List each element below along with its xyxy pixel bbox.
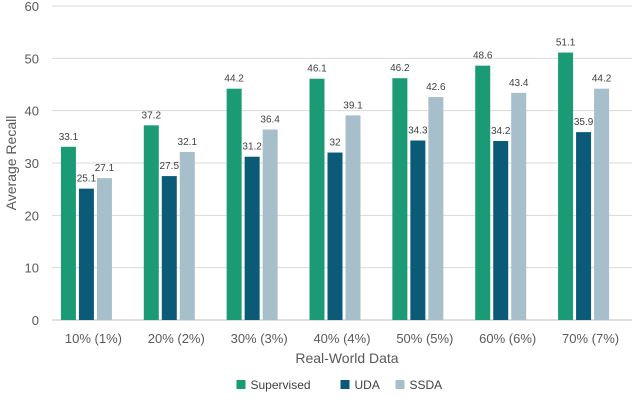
- data-label: 27.5: [160, 161, 180, 172]
- data-label: 51.1: [556, 38, 576, 49]
- x-tick-label: 40% (4%): [313, 331, 370, 346]
- x-tick-label: 50% (5%): [396, 331, 453, 346]
- data-label: 39.1: [343, 100, 363, 111]
- bar-supervised-2: [226, 88, 242, 320]
- bar-ssda-1: [179, 152, 195, 320]
- data-label: 34.2: [491, 126, 511, 137]
- x-tick-label: 10% (1%): [65, 331, 122, 346]
- data-label: 42.6: [426, 82, 446, 93]
- bar-uda-6: [576, 132, 592, 320]
- y-tick-label: 50: [25, 51, 39, 66]
- bar-supervised-5: [475, 65, 491, 320]
- bar-supervised-4: [392, 78, 408, 320]
- bar-uda-4: [410, 140, 426, 320]
- bar-supervised-6: [558, 52, 574, 321]
- data-label: 31.2: [242, 142, 262, 153]
- bar-uda-5: [493, 141, 509, 320]
- y-axis-title: Average Recall: [3, 116, 19, 211]
- data-label: 34.3: [408, 125, 428, 136]
- data-labels: 33.1 25.127.1 37.2 27.5 32.1 44.2 31.2 36.4 46.1…: [59, 38, 612, 185]
- y-tick-label: 20: [25, 208, 39, 223]
- bar-ssda-2: [262, 129, 278, 320]
- bar-ssda-4: [428, 97, 444, 320]
- y-axis-ticks: 0 10 20 30 40 50 60: [25, 0, 39, 328]
- bar-ssda-6: [594, 88, 610, 320]
- y-tick-label: 10: [25, 261, 39, 276]
- bar-ssda-3: [345, 115, 361, 320]
- bar-ssda-5: [511, 92, 527, 320]
- legend-swatch-ssda: [395, 380, 405, 389]
- bar-supervised-1: [143, 125, 159, 320]
- legend-swatch-supervised: [236, 380, 246, 389]
- bar-supervised-3: [309, 78, 325, 320]
- data-label: 25.1: [77, 174, 97, 185]
- legend-label-ssda: SSDA: [410, 378, 443, 392]
- y-tick-label: 30: [25, 156, 39, 171]
- data-label: 44.2: [224, 74, 244, 85]
- y-tick-label: 0: [32, 313, 39, 328]
- legend-label-uda: UDA: [355, 378, 380, 392]
- data-label: 32.1: [178, 137, 198, 148]
- x-tick-label: 30% (3%): [231, 331, 288, 346]
- bar-uda-1: [161, 176, 177, 320]
- data-label: 32: [329, 138, 341, 149]
- data-label: 27.1: [95, 163, 115, 174]
- data-label: 43.4: [509, 78, 529, 89]
- data-label: 46.1: [307, 64, 327, 75]
- x-axis-title: Real-World Data: [295, 350, 398, 366]
- legend-swatch-uda: [340, 380, 350, 389]
- bar-uda-0: [78, 188, 94, 320]
- data-label: 44.2: [592, 74, 612, 85]
- bar-uda-3: [327, 152, 343, 320]
- data-label: 46.2: [390, 63, 410, 74]
- bars: [60, 52, 610, 321]
- x-tick-label: 20% (2%): [148, 331, 205, 346]
- bar-ssda-0: [96, 178, 112, 320]
- data-label: 36.4: [260, 115, 280, 126]
- legend: Supervised UDA SSDA: [236, 378, 443, 392]
- data-label: 48.6: [473, 51, 493, 62]
- bar-uda-2: [244, 156, 260, 320]
- x-tick-label: 70% (7%): [562, 331, 619, 346]
- data-label: 33.1: [59, 132, 79, 143]
- x-tick-label: 60% (6%): [479, 331, 536, 346]
- data-label: 35.9: [574, 117, 594, 128]
- y-tick-label: 40: [25, 104, 39, 119]
- y-tick-label: 60: [25, 0, 39, 14]
- legend-label-supervised: Supervised: [251, 378, 311, 392]
- x-axis-ticks: 10% (1%) 20% (2%) 30% (3%) 40% (4%) 50% (5%)…: [65, 331, 619, 346]
- bar-supervised-0: [60, 146, 76, 320]
- data-label: 37.2: [142, 110, 162, 121]
